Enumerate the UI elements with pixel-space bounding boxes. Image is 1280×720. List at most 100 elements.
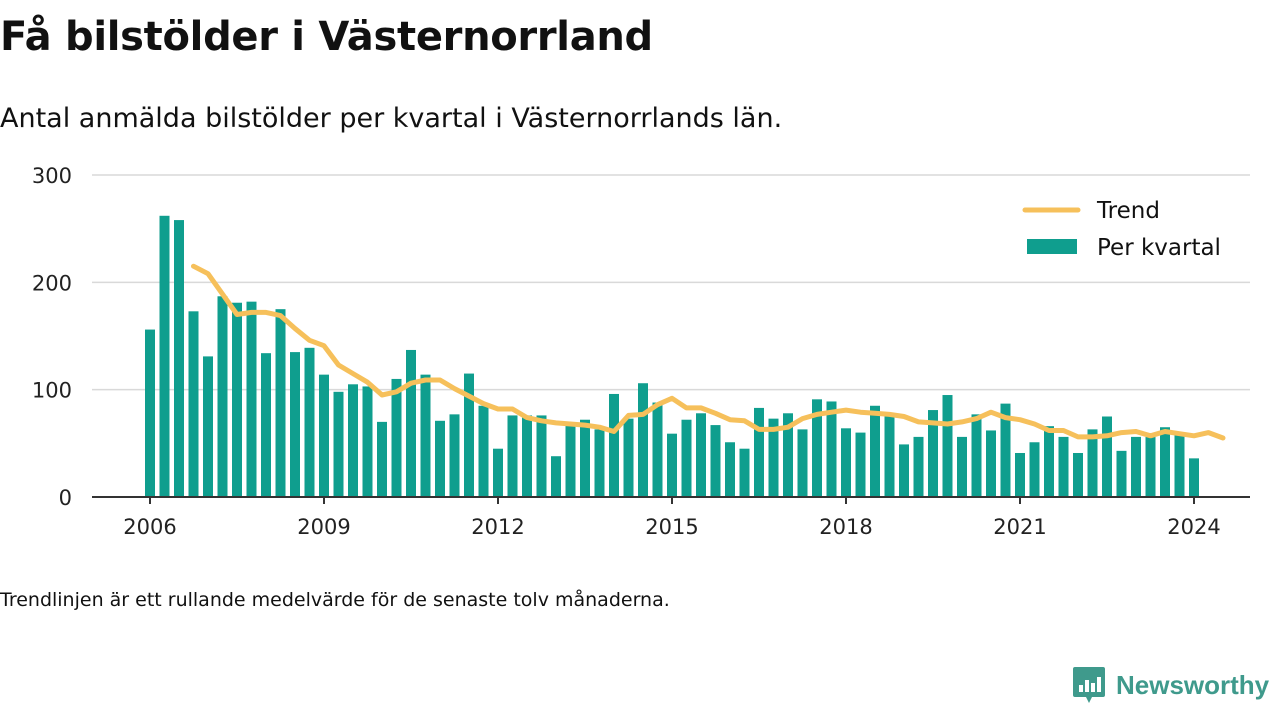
x-tick-label: 2006	[123, 515, 176, 539]
bar	[551, 456, 561, 497]
bar	[1000, 403, 1011, 497]
bar	[464, 373, 474, 497]
bar	[174, 220, 184, 497]
bar	[667, 433, 677, 497]
x-tick-label: 2024	[1167, 515, 1220, 539]
trend-line	[191, 263, 1226, 441]
bar	[1131, 436, 1141, 497]
bar	[1102, 416, 1112, 497]
x-tick-label: 2012	[471, 515, 524, 539]
legend: Trend Per kvartal	[1022, 198, 1221, 261]
bar	[362, 386, 373, 497]
bar	[449, 414, 460, 497]
bar	[1174, 433, 1185, 497]
bar	[942, 395, 953, 497]
brand-name: Newsworthy	[1116, 669, 1270, 700]
bar	[928, 410, 938, 497]
bar	[812, 399, 822, 497]
y-tick-label: 100	[32, 379, 72, 403]
bar	[232, 302, 242, 497]
bar	[696, 413, 706, 497]
y-tick-label: 200	[32, 271, 72, 295]
bar	[986, 430, 996, 497]
bar	[159, 215, 170, 497]
bar	[275, 309, 286, 497]
bar	[145, 329, 155, 497]
bar	[507, 415, 518, 497]
bar	[971, 414, 982, 497]
legend-trend-label: Trend	[1096, 198, 1160, 224]
bar	[623, 418, 634, 497]
bar	[638, 383, 648, 497]
y-tick-label: 0	[59, 486, 72, 510]
bar	[826, 401, 837, 497]
bar	[565, 425, 576, 497]
newsworthy-logo-icon	[1073, 667, 1105, 703]
bar	[536, 415, 547, 497]
bar	[739, 448, 750, 497]
bar	[594, 429, 605, 497]
bar	[652, 402, 663, 497]
y-axis-ticks: 0 100 200 300	[32, 164, 72, 510]
x-axis-ticks: 2006 2009 2012 2015 2018 2021 2024	[123, 497, 1221, 539]
bar	[1087, 429, 1098, 497]
bar	[1058, 436, 1069, 497]
bar	[478, 405, 489, 497]
bar	[406, 349, 416, 497]
bar	[710, 425, 721, 497]
bar	[870, 405, 880, 497]
chart-title: Få bilstölder i Västernorrland	[0, 14, 653, 60]
bar	[1189, 458, 1199, 497]
bar	[913, 436, 924, 497]
bar	[768, 418, 779, 497]
bar	[493, 448, 503, 497]
bar	[319, 374, 329, 497]
bar	[841, 428, 851, 497]
bar	[1145, 436, 1156, 497]
bar	[1044, 426, 1054, 497]
bar	[1073, 452, 1083, 497]
bar	[1029, 442, 1040, 497]
bar	[377, 421, 387, 497]
bar	[261, 353, 271, 497]
bar	[609, 393, 619, 497]
bar	[420, 374, 431, 497]
bar	[855, 432, 866, 497]
bar	[1116, 450, 1127, 497]
bar	[797, 429, 808, 497]
bar	[435, 420, 445, 497]
x-tick-label: 2018	[819, 515, 872, 539]
bar	[884, 414, 895, 497]
bar	[203, 356, 213, 497]
legend-bar-swatch	[1027, 239, 1077, 254]
bar	[899, 444, 909, 497]
y-tick-label: 300	[32, 164, 72, 188]
bar	[580, 419, 590, 497]
bar	[217, 296, 228, 497]
bar	[1015, 452, 1025, 497]
trend-series	[191, 263, 1226, 441]
bar	[304, 347, 315, 497]
bar	[957, 436, 967, 497]
chart-subtitle: Antal anmälda bilstölder per kvartal i V…	[0, 103, 783, 134]
bar	[391, 378, 402, 497]
x-tick-label: 2021	[993, 515, 1046, 539]
bar	[754, 407, 764, 497]
bar	[725, 442, 735, 497]
bar	[290, 352, 300, 497]
bar	[522, 415, 532, 497]
x-tick-label: 2009	[297, 515, 350, 539]
footnote: Trendlinjen är ett rullande medelvärde f…	[0, 589, 670, 611]
bar	[188, 311, 199, 497]
bar	[681, 419, 692, 497]
legend-bar-label: Per kvartal	[1097, 235, 1221, 261]
bar	[246, 301, 257, 497]
bar	[348, 384, 358, 497]
bar	[1160, 427, 1170, 497]
bar	[783, 413, 793, 497]
bar	[333, 391, 344, 497]
x-tick-label: 2015	[645, 515, 698, 539]
bar-series	[145, 215, 1199, 497]
brand-logo[interactable]: Newsworthy	[1072, 664, 1269, 706]
